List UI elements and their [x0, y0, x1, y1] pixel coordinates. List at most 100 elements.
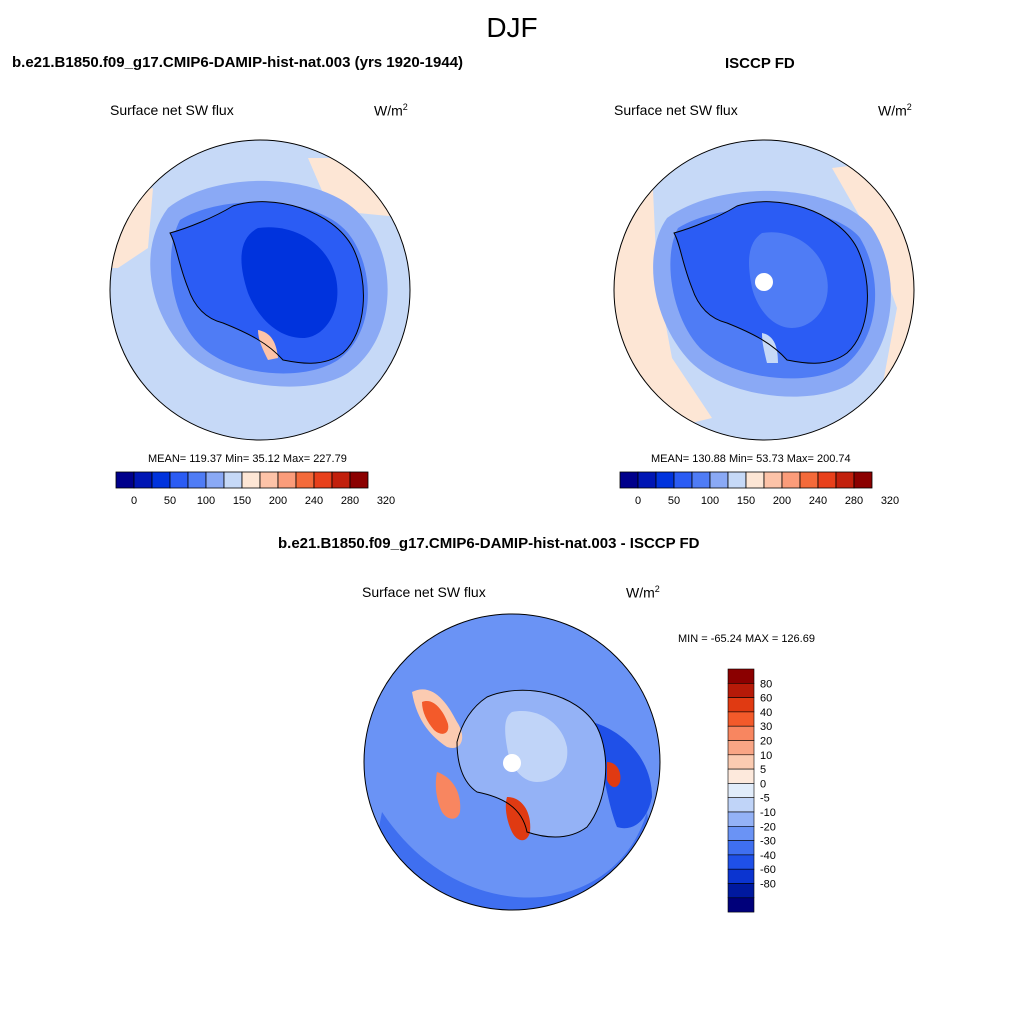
obs-colorbar-box [691, 471, 711, 489]
diff-colorbar-box [727, 883, 755, 899]
diff-colorbar-box [727, 725, 755, 741]
diff-colorbar-tick-label: 30 [760, 721, 772, 733]
diff-colorbar-tick-label: 80 [760, 678, 772, 690]
model-warm-patch [258, 330, 278, 360]
model-colorbar-box [241, 471, 261, 489]
diff-panel-title: b.e21.B1850.f09_g17.CMIP6-DAMIP-hist-nat… [278, 535, 700, 552]
obs-stats: MEAN= 130.88 Min= 53.73 Max= 200.74 [651, 453, 851, 465]
model-colorbar-box [349, 471, 369, 489]
diff-polar-map [363, 613, 661, 911]
model-colorbar-box [115, 471, 135, 489]
obs-colorbar-box [817, 471, 837, 489]
diff-outer-band [364, 812, 660, 910]
diff-colorbar-box [727, 697, 755, 713]
diff-colorbar-tick-label: 0 [760, 778, 766, 790]
obs-colorbar-box [835, 471, 855, 489]
diff-colorbar-box [727, 740, 755, 756]
obs-colorbar-tick-label: 50 [668, 495, 680, 507]
diff-colorbar-tick-label: -80 [760, 879, 776, 891]
diff-coastline [456, 689, 607, 838]
obs-colorbar-tick-label: 200 [773, 495, 791, 507]
model-panel-title: b.e21.B1850.f09_g17.CMIP6-DAMIP-hist-nat… [12, 54, 464, 71]
model-colorbar-box [187, 471, 207, 489]
diff-variable-label: Surface net SW flux [362, 584, 486, 600]
obs-colorbar-tick-label: 0 [635, 495, 641, 507]
model-colorbar-tick-label: 50 [164, 495, 176, 507]
diff-colorbar-box [727, 811, 755, 827]
diff-colorbar-tick-label: 40 [760, 707, 772, 719]
obs-colorbar-tick-label: 100 [701, 495, 719, 507]
model-colorbar-box [151, 471, 171, 489]
model-colorbar-box [313, 471, 333, 489]
diff-colorbar: 80 60 40 30 20 10 5 0 -5 -10 -20 -30 -40 -60 -80 [727, 668, 776, 913]
obs-colorbar-tick-label: 280 [845, 495, 863, 507]
obs-colorbar-box [637, 471, 657, 489]
obs-colorbar-box [781, 471, 801, 489]
obs-units-label: W/m2 [878, 102, 912, 119]
diff-colorbar-box [727, 711, 755, 727]
obs-variable-label: Surface net SW flux [614, 102, 738, 118]
obs-polar-map [613, 139, 915, 441]
diff-colorbar-tick-label: -5 [760, 793, 770, 805]
obs-colorbar-tick-label: 150 [737, 495, 755, 507]
obs-colorbar-box [673, 471, 693, 489]
obs-ice-interior [749, 232, 828, 328]
diff-map-border [363, 613, 661, 911]
obs-colorbar-tick-label: 320 [881, 495, 899, 507]
model-colorbar-tick-label: 320 [377, 495, 395, 507]
diff-colorbar-box [727, 868, 755, 884]
model-colorbar-tick-label: 0 [131, 495, 137, 507]
diff-units-label: W/m2 [626, 584, 660, 601]
diff-colorbar-tick-label: 60 [760, 693, 772, 705]
model-colorbar-tick-label: 150 [233, 495, 251, 507]
obs-colorbar-box [709, 471, 729, 489]
model-colorbar-box [169, 471, 189, 489]
obs-colorbar-box [727, 471, 747, 489]
diff-positive-region-east [607, 762, 621, 788]
diff-colorbar-tick-label: -20 [760, 821, 776, 833]
diff-colorbar-box [727, 854, 755, 870]
diff-colorbar-box [727, 668, 755, 684]
model-colorbar: 0 50 100 150 200 240 280 320 [115, 471, 395, 507]
diff-colorbar-tick-label: 10 [760, 750, 772, 762]
diff-positive-region-2 [435, 772, 461, 819]
model-coastline [169, 201, 364, 364]
diff-stats: MIN = -65.24 MAX = 126.69 [678, 633, 815, 645]
figure-season-title: DJF [486, 12, 538, 43]
obs-map-border [613, 139, 915, 441]
obs-colorbar-tick-label: 240 [809, 495, 827, 507]
obs-colorbar-box [745, 471, 765, 489]
obs-colorbar-box [619, 471, 639, 489]
obs-coastline [673, 201, 868, 364]
obs-panel-title: ISCCP FD [725, 55, 795, 72]
model-stats: MEAN= 119.37 Min= 35.12 Max= 227.79 [148, 453, 347, 465]
model-colorbar-tick-label: 100 [197, 495, 215, 507]
diff-colorbar-box [727, 682, 755, 698]
diff-colorbar-box [727, 897, 755, 913]
model-colorbar-box [295, 471, 315, 489]
diff-colorbar-tick-label: -60 [760, 864, 776, 876]
diff-colorbar-box [727, 797, 755, 813]
obs-colorbar: 0 50 100 150 200 240 280 320 [619, 471, 899, 507]
model-polar-map [109, 139, 411, 441]
obs-colorbar-box [799, 471, 819, 489]
model-colorbar-tick-label: 280 [341, 495, 359, 507]
diff-positive-core-1 [422, 701, 449, 734]
model-variable-label: Surface net SW flux [110, 102, 234, 118]
diff-colorbar-tick-label: -40 [760, 850, 776, 862]
model-ice-core [241, 227, 338, 338]
diff-colorbar-box [727, 754, 755, 770]
model-units-label: W/m2 [374, 102, 408, 119]
model-colorbar-tick-label: 200 [269, 495, 287, 507]
diff-colorbar-box [727, 783, 755, 799]
model-colorbar-tick-label: 240 [305, 495, 323, 507]
model-colorbar-box [223, 471, 243, 489]
obs-colorbar-box [763, 471, 783, 489]
diff-colorbar-tick-label: -10 [760, 807, 776, 819]
diff-colorbar-box [727, 768, 755, 784]
model-map-border [109, 139, 411, 441]
diff-colorbar-box [727, 840, 755, 856]
obs-light-patch [762, 333, 778, 363]
diff-colorbar-tick-label: -30 [760, 836, 776, 848]
model-colorbar-box [331, 471, 351, 489]
